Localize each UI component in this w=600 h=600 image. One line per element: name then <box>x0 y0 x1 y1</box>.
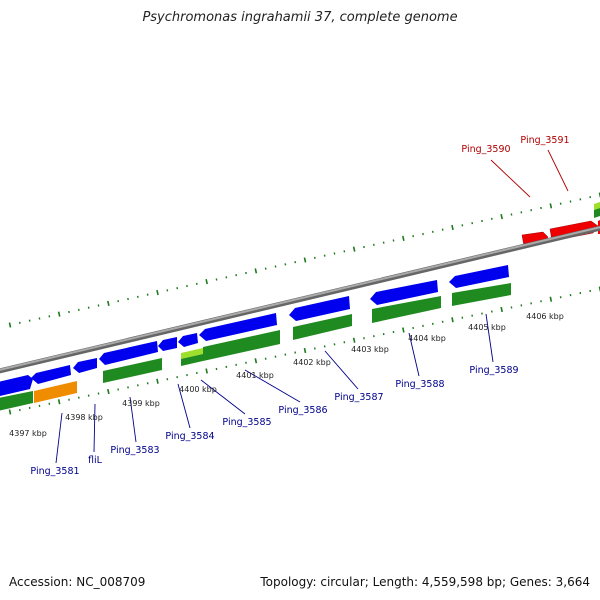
outer-tick-ruler <box>8 192 600 328</box>
cds-bar-orange <box>34 381 77 403</box>
gene-label[interactable]: Ping_3583 <box>110 445 159 456</box>
tick-mark <box>500 306 503 313</box>
kbp-label: 4401 kbp <box>236 371 274 380</box>
gene-label[interactable]: Ping_3588 <box>395 379 444 390</box>
cds-fragment-green <box>594 208 600 218</box>
tick-mark <box>352 246 356 252</box>
tick-mark <box>107 300 110 306</box>
tick-mark <box>156 289 159 296</box>
gene-label[interactable]: Ping_3591 <box>520 135 569 146</box>
gene-arrow[interactable] <box>73 358 97 373</box>
cds-bar <box>452 283 511 306</box>
blue-gene-track <box>0 265 509 396</box>
map-title: Psychromonas ingrahamii 37, complete gen… <box>142 10 458 25</box>
gene-label[interactable]: Ping_3587 <box>334 392 383 403</box>
gene-arrow[interactable] <box>178 333 198 347</box>
tick-mark <box>451 224 454 231</box>
kbp-label: 4406 kbp <box>526 312 564 321</box>
genome-backbone <box>0 225 600 374</box>
kbp-label: 4405 kbp <box>468 323 506 332</box>
tick-mark <box>205 368 208 374</box>
accession-text: Accession: NC_008709 <box>9 575 146 589</box>
gene-label[interactable]: Ping_3590 <box>461 144 510 155</box>
tick-mark <box>8 322 12 328</box>
gene-arrow[interactable] <box>158 337 177 351</box>
genome-summary-text: Topology: circular; Length: 4,559,598 bp… <box>260 575 590 589</box>
gene-arrow[interactable] <box>449 265 509 288</box>
kbp-label: 4403 kbp <box>351 345 389 354</box>
gene-label[interactable]: Ping_3586 <box>278 405 327 416</box>
cds-bar <box>181 354 203 366</box>
tick-mark <box>402 327 405 333</box>
tick-mark <box>303 347 307 354</box>
tick-mark <box>451 317 454 323</box>
kbp-label: 4400 kbp <box>179 385 217 394</box>
cds-bar <box>372 296 441 323</box>
gene-arrow[interactable] <box>289 296 350 321</box>
cds-bar <box>203 330 280 361</box>
tick-mark <box>303 257 307 263</box>
gene-arrow[interactable] <box>199 313 277 341</box>
gene-arrow[interactable] <box>31 365 71 384</box>
tick-mark <box>549 296 553 302</box>
gene-label[interactable]: Ping_3589 <box>469 365 518 376</box>
kbp-label: 4397 kbp <box>9 429 47 438</box>
tick-mark <box>254 268 258 274</box>
kbp-labels: 4397 kbp 4398 kbp 4399 kbp 4400 kbp 4401 kbp… <box>9 312 564 438</box>
gene-label[interactable]: Ping_3585 <box>222 417 271 428</box>
gene-label[interactable]: Ping_3581 <box>30 466 79 477</box>
gene-label[interactable]: Ping_3584 <box>165 431 214 442</box>
cds-bar <box>103 358 162 383</box>
tick-mark <box>500 214 503 220</box>
tick-mark <box>352 337 356 343</box>
cds-bar <box>293 314 352 340</box>
tick-mark <box>57 311 61 317</box>
tick-mark <box>8 409 12 415</box>
inner-tick-ruler <box>8 286 600 415</box>
kbp-label: 4402 kbp <box>293 358 331 367</box>
tick-mark <box>107 388 110 395</box>
cds-fragment-light <box>594 202 600 210</box>
tick-mark <box>57 399 61 405</box>
kbp-label: 4399 kbp <box>122 399 160 408</box>
cds-bar <box>0 391 33 411</box>
gene-labels: Ping_3581 fliL Ping_3583 Ping_3584 Ping_3585… <box>30 135 569 477</box>
gene-arrow[interactable] <box>0 375 33 396</box>
cds-track <box>0 283 511 411</box>
kbp-label: 4398 kbp <box>65 413 103 422</box>
tick-mark <box>156 378 159 384</box>
tick-mark <box>205 279 208 285</box>
gene-arrow[interactable] <box>99 341 158 365</box>
label-leaders <box>55 149 569 464</box>
cds-bar-light <box>181 348 203 359</box>
gene-arrow[interactable] <box>370 280 438 305</box>
gene-label[interactable]: fliL <box>88 455 103 466</box>
kbp-label: 4404 kbp <box>408 334 446 343</box>
tick-mark <box>402 235 405 241</box>
tick-mark <box>549 203 553 209</box>
tick-mark <box>254 358 258 364</box>
